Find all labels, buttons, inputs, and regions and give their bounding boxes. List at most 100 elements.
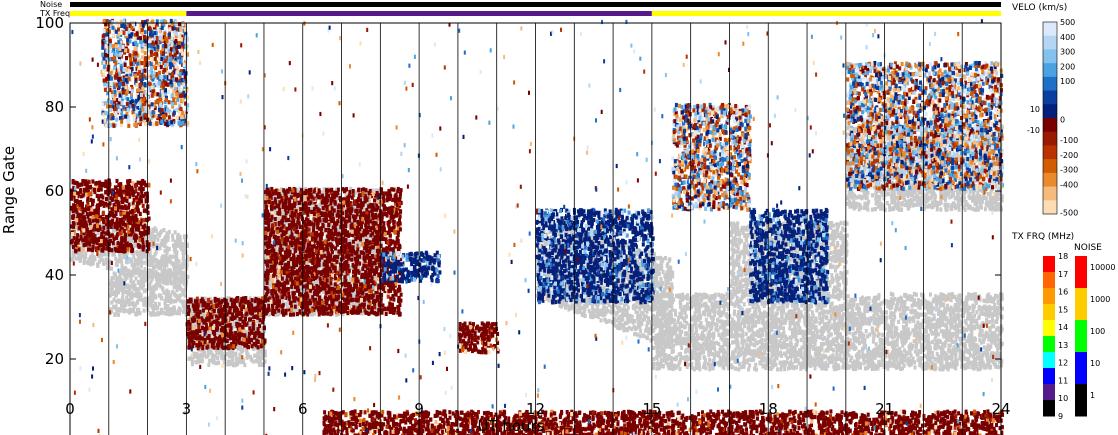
data-cell (72, 253, 76, 258)
data-cell (250, 340, 254, 345)
data-cell (148, 258, 152, 263)
data-cell (557, 276, 561, 281)
data-cell (147, 286, 151, 291)
data-cell (208, 341, 212, 347)
data-cell (172, 261, 176, 266)
data-cell (622, 312, 626, 317)
data-cell (617, 321, 621, 326)
data-cell (132, 267, 136, 272)
data-cell (110, 266, 114, 271)
data-cell (144, 242, 148, 248)
data-cell (173, 264, 177, 269)
data-cell (276, 243, 279, 248)
data-cell (310, 206, 314, 211)
data-cell (176, 278, 180, 283)
data-cell (117, 258, 121, 263)
txfreq-segment (186, 11, 652, 16)
data-cell (104, 226, 108, 231)
data-cell (639, 303, 643, 308)
data-cell (593, 308, 597, 313)
data-cell (115, 299, 119, 304)
data-cell (161, 279, 165, 284)
data-cell (166, 311, 170, 316)
data-cell (117, 312, 120, 317)
data-cell (209, 349, 212, 354)
data-cell (295, 300, 299, 305)
data-cell (142, 260, 146, 265)
data-cell (115, 310, 119, 315)
data-cell (220, 349, 223, 354)
noise-bar-label: Noise (40, 0, 62, 9)
data-cell (82, 256, 86, 261)
data-cell (151, 271, 155, 276)
data-cell (165, 292, 169, 297)
data-cell (375, 283, 379, 288)
data-cell (671, 270, 675, 275)
data-cell (232, 330, 236, 335)
data-cell (170, 273, 174, 278)
data-cell (271, 241, 275, 246)
data-cell (280, 273, 284, 278)
data-cell (294, 308, 298, 313)
data-cell (373, 218, 377, 223)
data-cell (195, 352, 199, 357)
data-cell (380, 194, 384, 199)
data-cell (571, 297, 575, 302)
data-cell (139, 264, 143, 269)
data-cell (119, 299, 123, 304)
data-cell (78, 245, 81, 250)
data-cell (641, 285, 645, 290)
data-cell (154, 306, 158, 311)
data-cell (363, 219, 366, 224)
data-cell (259, 336, 263, 342)
data-cell (247, 329, 251, 334)
data-cell (137, 291, 141, 296)
data-cell (619, 308, 623, 313)
data-cell (307, 211, 311, 216)
data-cell (602, 258, 606, 263)
data-cell (132, 286, 136, 291)
data-cell (146, 282, 150, 287)
data-cell (75, 256, 79, 261)
data-cell (132, 308, 135, 314)
data-cell (350, 217, 354, 222)
data-cell (585, 304, 589, 309)
data-cell (570, 228, 574, 233)
data-cell (638, 306, 642, 311)
data-cell (335, 292, 339, 297)
data-cell (377, 188, 381, 193)
data-cell (181, 256, 185, 261)
data-cell (158, 246, 162, 251)
data-cell (598, 312, 602, 317)
data-cell (316, 238, 320, 243)
data-cell (158, 283, 161, 288)
data-cell (172, 276, 176, 281)
data-cell (136, 252, 140, 257)
data-cell (139, 276, 143, 281)
data-cell (258, 355, 262, 360)
data-cell (144, 272, 148, 278)
data-cell (648, 331, 652, 336)
data-cell (647, 319, 651, 325)
data-cell (251, 359, 255, 364)
data-cell (171, 237, 175, 242)
data-cell (134, 287, 138, 292)
data-cell (194, 360, 198, 365)
data-cell (574, 236, 577, 241)
data-cell (118, 279, 122, 284)
data-cell (156, 232, 160, 237)
data-cell (274, 247, 278, 252)
data-cell (291, 300, 295, 306)
data-cell (319, 190, 323, 195)
data-cell (564, 305, 567, 310)
data-cell (249, 314, 253, 319)
data-cell (617, 308, 621, 313)
data-cell (594, 313, 598, 319)
data-cell (281, 192, 284, 197)
data-cell (165, 288, 169, 293)
data-cell (150, 232, 154, 238)
data-cell (181, 273, 184, 278)
data-cell (619, 314, 623, 319)
data-cell (133, 283, 137, 288)
data-cell (138, 268, 142, 273)
